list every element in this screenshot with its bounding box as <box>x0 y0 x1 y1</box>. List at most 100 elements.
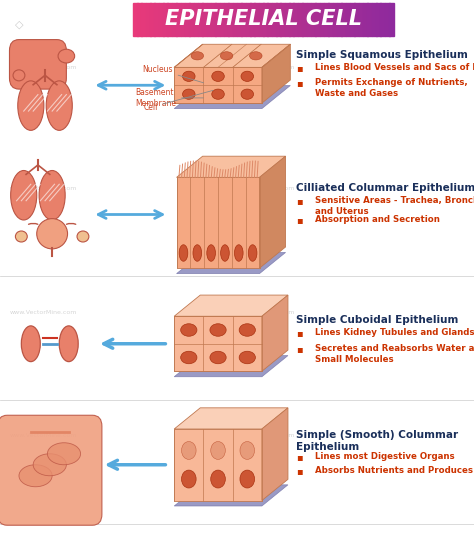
Ellipse shape <box>182 71 195 81</box>
Text: www.VectorMine.com: www.VectorMine.com <box>9 65 77 70</box>
Bar <box>241 3 246 36</box>
Text: EPITHELIAL CELL: EPITHELIAL CELL <box>164 9 362 29</box>
Ellipse shape <box>212 89 224 100</box>
Bar <box>237 3 242 36</box>
Ellipse shape <box>11 170 36 220</box>
Bar <box>267 3 272 36</box>
Ellipse shape <box>182 442 196 459</box>
Bar <box>219 3 224 36</box>
Polygon shape <box>174 295 288 316</box>
Text: Simple (Smooth) Colummar
Epithelium: Simple (Smooth) Colummar Epithelium <box>296 430 458 453</box>
Bar <box>146 3 151 36</box>
FancyBboxPatch shape <box>0 415 102 525</box>
Bar <box>228 3 233 36</box>
Polygon shape <box>174 485 288 506</box>
Ellipse shape <box>211 442 225 459</box>
Ellipse shape <box>33 454 66 476</box>
Bar <box>137 3 142 36</box>
Polygon shape <box>262 295 288 371</box>
Polygon shape <box>176 177 259 268</box>
Bar <box>359 3 364 36</box>
Bar <box>155 3 159 36</box>
Bar <box>272 3 276 36</box>
Bar <box>207 3 211 36</box>
Bar <box>255 3 259 36</box>
Polygon shape <box>174 316 262 371</box>
Ellipse shape <box>193 245 201 261</box>
Text: Lines most Digestive Organs: Lines most Digestive Organs <box>315 452 455 461</box>
Bar <box>141 3 146 36</box>
Polygon shape <box>259 156 285 268</box>
Text: Absorbs Nutrients and Produces Mucus: Absorbs Nutrients and Produces Mucus <box>315 466 474 475</box>
Bar <box>224 3 229 36</box>
Bar <box>246 3 250 36</box>
Bar <box>133 3 137 36</box>
Text: www.VectorMine.com: www.VectorMine.com <box>228 186 295 191</box>
Ellipse shape <box>191 52 204 60</box>
Ellipse shape <box>239 351 255 364</box>
Text: ▪: ▪ <box>296 328 303 338</box>
Ellipse shape <box>239 324 255 336</box>
Text: Cell: Cell <box>143 90 213 112</box>
Bar <box>298 3 302 36</box>
Ellipse shape <box>19 465 52 487</box>
Bar <box>376 3 381 36</box>
Text: Basement
Membrane: Basement Membrane <box>135 88 203 108</box>
Bar <box>380 3 385 36</box>
Bar <box>150 3 155 36</box>
Ellipse shape <box>58 49 75 63</box>
Ellipse shape <box>18 81 44 130</box>
Text: www.VectorMine.com: www.VectorMine.com <box>9 433 77 438</box>
Bar <box>302 3 307 36</box>
Bar <box>389 3 394 36</box>
Bar <box>202 3 207 36</box>
Ellipse shape <box>241 89 254 100</box>
Ellipse shape <box>21 326 40 362</box>
Ellipse shape <box>211 470 225 488</box>
Text: www.VectorMine.com: www.VectorMine.com <box>9 310 77 315</box>
Polygon shape <box>174 429 262 500</box>
Text: ▪: ▪ <box>296 78 303 88</box>
Bar <box>289 3 294 36</box>
Ellipse shape <box>248 245 257 261</box>
Ellipse shape <box>181 324 197 336</box>
Ellipse shape <box>241 71 254 81</box>
Bar <box>215 3 220 36</box>
Ellipse shape <box>36 218 67 249</box>
Text: ▪: ▪ <box>296 63 303 73</box>
Bar <box>181 3 185 36</box>
Text: Simple Cuboidal Epithelium: Simple Cuboidal Epithelium <box>296 315 459 324</box>
Bar <box>307 3 311 36</box>
Bar <box>324 3 329 36</box>
Bar <box>293 3 298 36</box>
Text: www.VectorMine.com: www.VectorMine.com <box>9 186 77 191</box>
Text: Absorption and Secretion: Absorption and Secretion <box>315 215 440 224</box>
Text: ▪: ▪ <box>296 215 303 225</box>
Ellipse shape <box>220 245 229 261</box>
Bar <box>341 3 346 36</box>
Bar <box>328 3 333 36</box>
Text: Cilliated Colummar Epithelium: Cilliated Colummar Epithelium <box>296 183 474 192</box>
Text: ▪: ▪ <box>296 196 303 206</box>
Ellipse shape <box>210 351 226 364</box>
Bar <box>250 3 255 36</box>
Ellipse shape <box>77 231 89 242</box>
Bar <box>354 3 359 36</box>
Text: ▪: ▪ <box>296 344 303 354</box>
Bar <box>385 3 390 36</box>
Polygon shape <box>174 45 290 68</box>
Polygon shape <box>174 85 290 109</box>
Ellipse shape <box>182 89 195 100</box>
Bar <box>185 3 190 36</box>
Bar <box>319 3 324 36</box>
Text: Sensitive Areas - Trachea, Bronchi
and Uterus: Sensitive Areas - Trachea, Bronchi and U… <box>315 196 474 217</box>
Bar <box>350 3 355 36</box>
Text: ◇: ◇ <box>15 20 23 30</box>
Polygon shape <box>176 252 285 274</box>
Bar <box>367 3 372 36</box>
Ellipse shape <box>240 442 255 459</box>
Bar <box>311 3 316 36</box>
Bar <box>315 3 320 36</box>
Bar <box>211 3 216 36</box>
Bar <box>346 3 350 36</box>
